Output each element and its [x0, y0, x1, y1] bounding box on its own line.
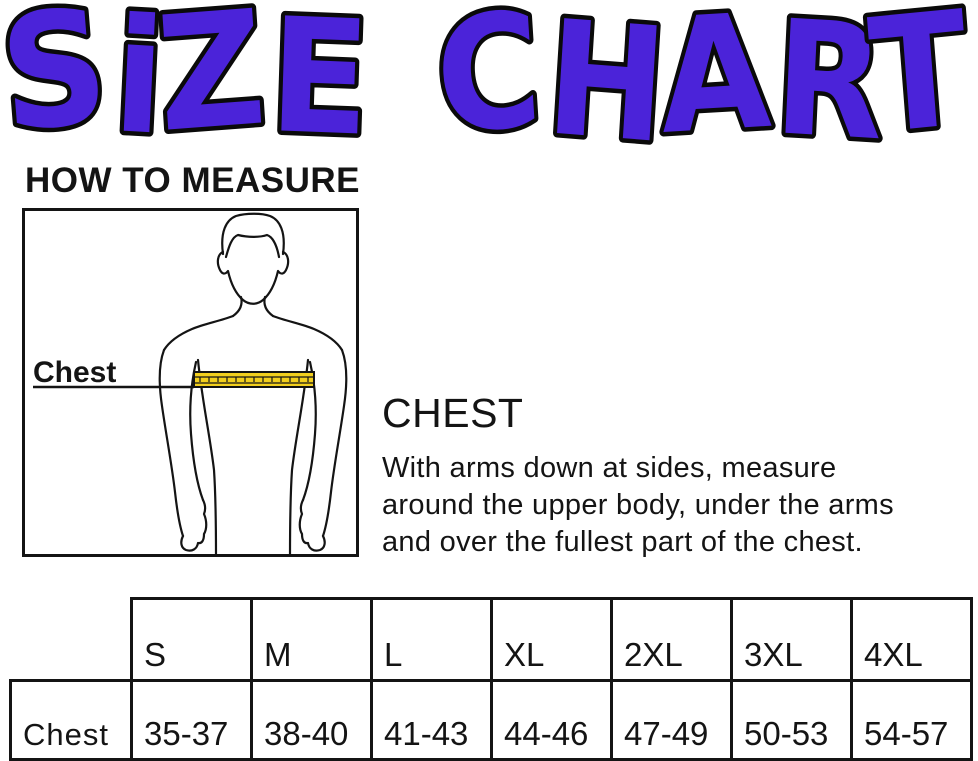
chest-instructions: With arms down at sides, measure around …	[382, 450, 894, 561]
measure-diagram: Chest	[22, 208, 359, 557]
table-value-row: Chest 35-37 38-40 41-43 44-46 47-49 50-53 54-5…	[9, 679, 973, 761]
chest-label: Chest	[33, 356, 116, 389]
size-table: S M L XL 2XL 3XL 4XL Chest 35-37 38-40 41-43 44-4…	[9, 597, 973, 761]
size-value-2XL: 47-49	[610, 679, 733, 761]
instruction-line: and over the fullest part of the chest.	[382, 526, 863, 558]
instruction-line: With arms down at sides, measure	[382, 452, 837, 484]
size-header-L: L	[370, 597, 493, 682]
size-value-4XL: 54-57	[850, 679, 973, 761]
title-word-size: SiZE	[0, 0, 373, 171]
size-value-M: 38-40	[250, 679, 373, 761]
corner-spacer	[11, 599, 132, 681]
size-header-M: M	[250, 597, 373, 682]
title-word-chart: CHART	[430, 0, 975, 178]
diagram-border	[22, 208, 359, 557]
size-header-S: S	[130, 597, 253, 682]
how-to-measure-heading: HOW TO MEASURE	[25, 161, 360, 200]
size-header-3XL: 3XL	[730, 597, 853, 682]
size-value-3XL: 50-53	[730, 679, 853, 761]
measuring-tape-icon	[193, 371, 315, 388]
instruction-line: around the upper body, under the arms	[382, 489, 894, 521]
size-header-2XL: 2XL	[610, 597, 733, 682]
table-header-row: S M L XL 2XL 3XL 4XL	[11, 597, 973, 682]
size-header-4XL: 4XL	[850, 597, 973, 682]
tape-ticks	[199, 377, 309, 382]
row-label-chest: Chest	[9, 679, 133, 761]
chest-section-heading: CHEST	[382, 390, 524, 436]
size-header-XL: XL	[490, 597, 613, 682]
title-banner: SiZE CHART	[0, 0, 978, 183]
size-value-L: 41-43	[370, 679, 493, 761]
size-value-XL: 44-46	[490, 679, 613, 761]
size-value-S: 35-37	[130, 679, 253, 761]
